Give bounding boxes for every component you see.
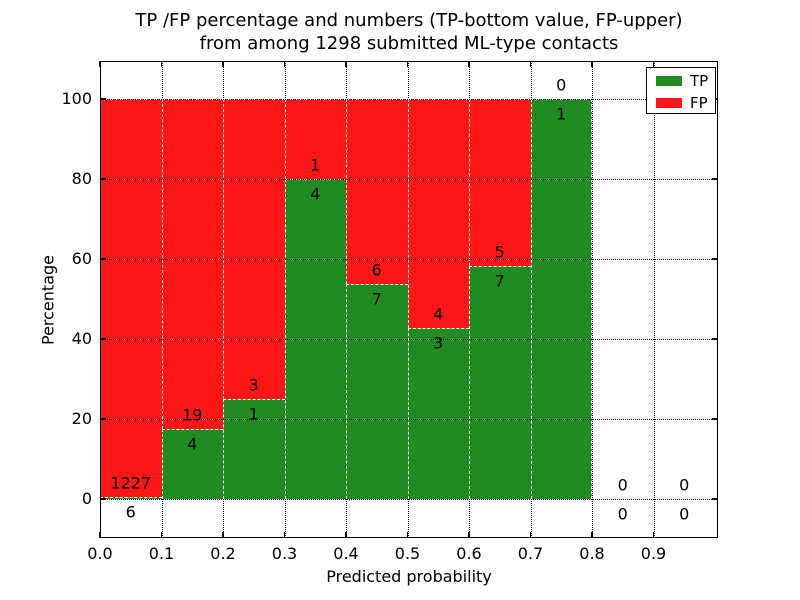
bar-label-fp: 1227 [110, 473, 152, 493]
bar-label-tp: 4 [187, 434, 198, 454]
y-tick-label: 0 [81, 489, 92, 508]
bar-segment-tp [161, 429, 223, 499]
x-tick [652, 532, 655, 538]
bar-label-tp: 7 [494, 271, 505, 291]
y-tick [100, 98, 106, 100]
x-tick [529, 532, 532, 538]
x-tick-top [283, 61, 286, 67]
bar-segment-fp [223, 99, 285, 399]
x-tick-top [99, 61, 101, 67]
bar-label-tp: 4 [310, 184, 321, 204]
bar-label-fp: 5 [494, 242, 505, 262]
x-tick [222, 532, 224, 538]
gridline-h [100, 259, 718, 260]
x-tick [160, 532, 163, 538]
y-tick [100, 418, 106, 420]
bar-label-tp: 6 [125, 502, 136, 522]
bar-segment-fp [469, 99, 531, 266]
y-tick-label: 80 [71, 169, 92, 188]
bar-segment-tp [223, 399, 285, 499]
bar-segment-tp [469, 265, 531, 499]
gridline-v [653, 61, 655, 538]
bar-segment-tp [530, 99, 592, 499]
legend-swatch-fp [656, 98, 682, 108]
x-tick [591, 532, 593, 538]
legend-item-fp: FP [647, 93, 715, 113]
x-tick [406, 532, 409, 538]
y-tick [100, 338, 106, 340]
bar-label-tp: 7 [371, 289, 382, 309]
y-tick-right [712, 418, 718, 420]
bar-label-fp: 4 [433, 304, 444, 324]
legend-label-tp: TP [690, 72, 709, 90]
bar-segment-fp [161, 99, 223, 430]
x-tick [345, 532, 347, 538]
y-tick-right [712, 338, 718, 340]
x-tick-label: 0.4 [333, 544, 359, 563]
y-tick-right [712, 498, 718, 500]
x-tick-top [591, 61, 593, 67]
bar-label-tp: 3 [433, 333, 444, 353]
plot-area: 1227 6 19 4 3 1 1 4 6 7 4 3 5 7 0 1 0 0 0 0 [99, 61, 718, 538]
gridline-v [592, 61, 593, 538]
x-axis-label: Predicted probability [326, 567, 492, 586]
y-tick-label: 20 [71, 409, 92, 428]
bar-label-fp: 0 [617, 475, 628, 495]
y-tick [100, 498, 106, 500]
x-tick-top [222, 61, 224, 67]
x-tick [283, 532, 286, 538]
bar-segment-tp [346, 283, 408, 499]
gridline-h [100, 339, 718, 340]
x-tick [468, 532, 470, 538]
bar-label-tp: 0 [617, 504, 628, 524]
y-tick [100, 258, 106, 260]
bar-label-tp: 1 [556, 104, 567, 124]
bar-segment-fp [346, 99, 408, 284]
x-tick-label: 0.1 [148, 544, 175, 563]
bar-label-fp: 0 [556, 75, 567, 95]
y-tick-right [712, 178, 718, 180]
gridline-h [100, 499, 718, 500]
y-tick-label: 40 [71, 329, 92, 348]
bar-label-fp: 19 [182, 405, 203, 425]
x-tick-top [160, 61, 163, 67]
y-tick-right [712, 258, 718, 260]
legend: TP FP [646, 67, 716, 114]
bar-label-fp: 0 [679, 475, 690, 495]
legend-item-tp: TP [647, 71, 715, 91]
gridline-h [100, 99, 718, 100]
bar-label-tp: 1 [248, 404, 259, 424]
x-tick [99, 532, 101, 538]
y-tick-label: 60 [71, 249, 92, 268]
chart-title: TP /FP percentage and numbers (TP-bottom… [135, 10, 683, 54]
bar-label-fp: 3 [248, 375, 259, 395]
x-tick-label: 0.6 [456, 544, 482, 563]
x-tick-top [652, 61, 655, 67]
bar-label-fp: 6 [371, 260, 382, 280]
bar-segment-fp [407, 99, 469, 328]
bar-label-fp: 1 [310, 155, 321, 175]
x-tick-label: 0.8 [579, 544, 605, 563]
bar-segment-tp [407, 327, 469, 499]
x-tick-label: 0.2 [210, 544, 236, 563]
gridline-h [100, 179, 718, 180]
x-tick-top [345, 61, 347, 67]
x-tick-label: 0.5 [394, 544, 421, 563]
x-tick-top [468, 61, 470, 67]
legend-label-fp: FP [690, 94, 708, 112]
legend-swatch-tp [656, 76, 682, 86]
x-tick-label: 0.0 [87, 544, 113, 563]
y-tick [100, 178, 106, 180]
x-tick-top [406, 61, 409, 67]
bar-segment-fp [100, 99, 162, 498]
y-tick-label: 100 [61, 89, 92, 108]
x-tick-top [529, 61, 532, 67]
x-tick-label: 0.3 [271, 544, 298, 563]
x-tick-label: 0.7 [517, 544, 544, 563]
gridline-h [100, 419, 718, 420]
x-tick-label: 0.9 [640, 544, 667, 563]
bar-label-tp: 0 [679, 504, 690, 524]
